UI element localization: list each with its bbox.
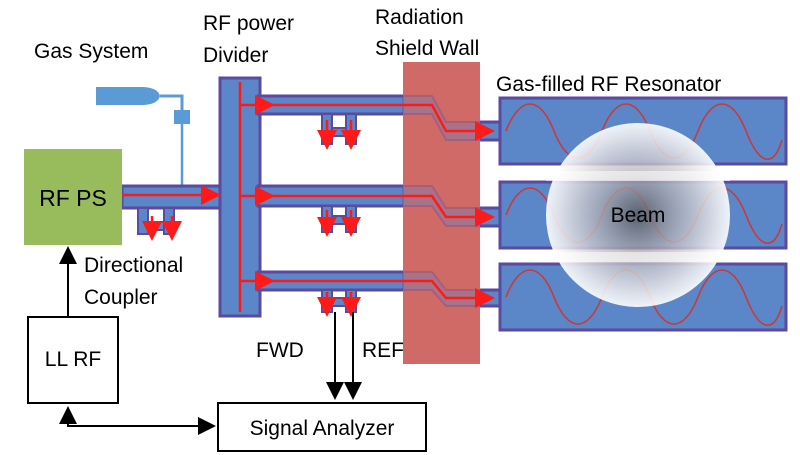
dc-bridge [147, 221, 165, 231]
signal-analyzer-box [217, 402, 427, 452]
directional-label-line2: Coupler [84, 286, 158, 309]
beam-band-bottom [546, 252, 730, 262]
ref-label: REF [362, 339, 404, 362]
beam-label: Beam [611, 204, 666, 227]
top-bridge [331, 127, 347, 137]
rf-ps-label: RF PS [39, 185, 107, 211]
bot-bridge [331, 297, 347, 307]
ll-rf-box [27, 316, 119, 404]
signal-lines [59, 246, 362, 435]
gas-system-label: Gas System [34, 40, 148, 63]
gas-canister-body [96, 87, 144, 105]
beam [546, 123, 730, 307]
gas-canister-cap [144, 87, 160, 105]
directional-label-line1: Directional [84, 254, 183, 277]
signal-analyzer-label: Signal Analyzer [250, 417, 395, 440]
gas-pipe [160, 94, 184, 110]
rf-ps-box [24, 149, 122, 245]
beam-band-top [546, 171, 730, 181]
resonator-label: Gas-filled RF Resonator [496, 73, 721, 96]
radiation-shield-wall [403, 62, 480, 364]
ll-rf-label: LL RF [45, 348, 101, 371]
gas-regulator [174, 110, 190, 124]
power-flow-arrows [122, 82, 495, 317]
rf-power-label-line1: RF power [203, 12, 294, 35]
dc-stub-1 [137, 207, 149, 235]
arrow-top-branch [258, 103, 495, 141]
fwd-label: FWD [256, 339, 304, 362]
gas-system [96, 87, 190, 186]
arrow-mid-branch [258, 194, 495, 227]
radiation-label-line1: Radiation [375, 6, 464, 29]
llrf-analyzer-link [59, 406, 216, 435]
rf-power-label-line2: Divider [203, 44, 268, 67]
arrow-bot-branch [258, 279, 495, 308]
radiation-label-line2: Shield Wall [375, 37, 479, 60]
mid-bridge [331, 215, 347, 225]
